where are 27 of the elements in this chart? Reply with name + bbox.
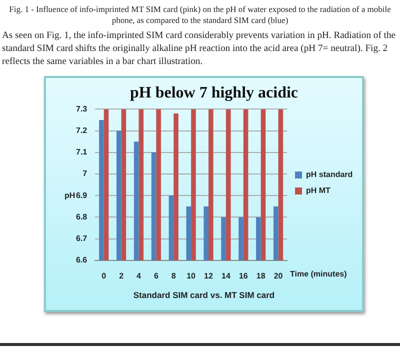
y-tick-label: 6.6: [76, 256, 88, 265]
x-tick-label: 20: [274, 271, 284, 280]
text: As seen on Fig. 1, the info-imprinted SIM card considerably prevents variation in pH. Radiation of the standard SIM card shifts the originally alkaline pH reaction into the acid area (pH 7= neutral). Fig. 2 reflects the same variables in a bar chart illustration.: [2, 29, 397, 68]
y-tick-label: 7.1: [76, 148, 88, 157]
x-tick-label: 14: [221, 271, 231, 280]
x-tick-label: 2: [119, 271, 124, 280]
x-tick-label: 10: [186, 271, 196, 280]
y-tick-label: 7.3: [76, 104, 88, 114]
x-tick-label: 0: [102, 271, 107, 280]
y-tick-label: 7: [82, 169, 88, 178]
y-tick-label: 7.2: [76, 126, 88, 136]
y-axis-title: pH: [64, 190, 76, 200]
chart-title: pH below 7 highly acidic: [130, 84, 298, 102]
x-tick-label: 8: [171, 271, 176, 280]
x-axis-title: Time (minutes): [290, 270, 348, 279]
legend-label: pH MT: [306, 186, 331, 196]
y-tick-label: 6.8: [76, 212, 88, 222]
x-tick-label: 12: [204, 271, 214, 280]
legend-label: pH standard: [306, 170, 353, 180]
x-tick-label: 6: [154, 271, 159, 280]
caption: Fig. 1 - Influence of info-imprinted MT SIM card (pink) on the pH of water exposed to the radiation of a mobile phone, as compared to the standard SIM card (blue): [8, 4, 392, 26]
x-tick-label: 18: [256, 271, 266, 280]
text: Standard SIM card vs. MT SIM card: [132, 290, 276, 300]
y-tick-label: 6.7: [76, 234, 88, 244]
x-tick-label: 16: [238, 271, 248, 280]
y-tick-label: 6.9: [76, 190, 88, 200]
x-tick-label: 4: [136, 271, 142, 280]
